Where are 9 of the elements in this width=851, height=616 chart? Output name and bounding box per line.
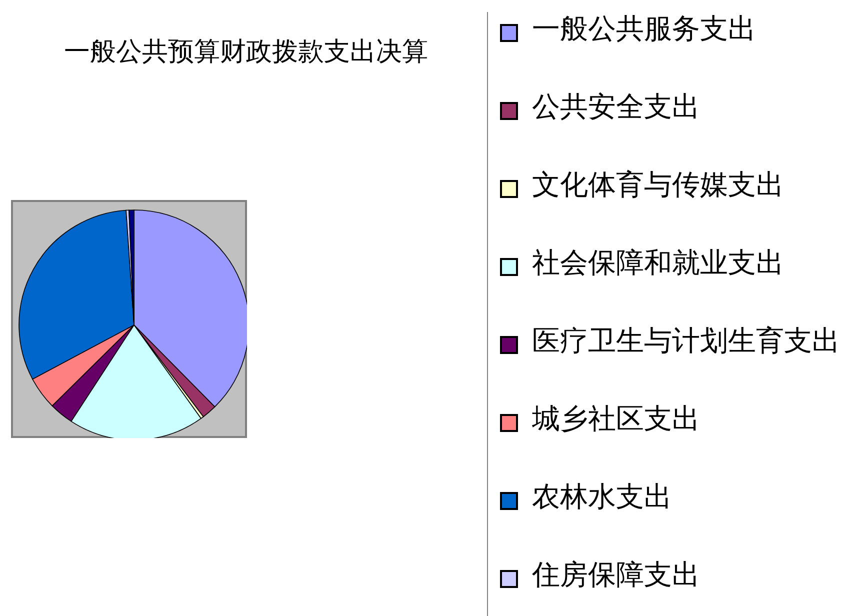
legend-label: 公共安全支出 [532, 91, 700, 125]
legend-label: 城乡社区支出 [532, 403, 700, 437]
legend-label: 农林水支出 [532, 481, 672, 515]
legend-label: 住房保障支出 [532, 559, 700, 593]
legend-label: 文化体育与传媒支出 [532, 168, 784, 203]
legend-label: 医疗卫生与计划生育支出 [532, 324, 840, 359]
legend-label: 社会保障和就业支出 [532, 247, 784, 281]
text: 一般公共预算财政拨款支出决算 [64, 36, 428, 68]
legend-label: 一般公共服务支出 [532, 13, 756, 47]
